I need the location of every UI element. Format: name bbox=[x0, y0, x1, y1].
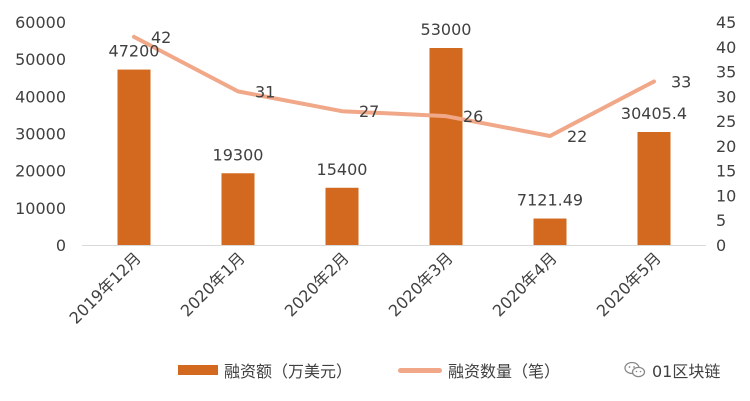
x-category-label: 2020年3月 bbox=[385, 248, 457, 320]
y-right-tick-label: 30 bbox=[716, 87, 736, 106]
y-right-tick-label: 45 bbox=[716, 13, 736, 32]
y-right-tick-label: 40 bbox=[716, 38, 736, 57]
legend-label-line: 融资数量（笔） bbox=[448, 362, 561, 381]
line-data-label: 27 bbox=[359, 102, 379, 121]
legend-label-bar: 融资额（万美元） bbox=[224, 362, 353, 381]
x-category-label: 2020年1月 bbox=[177, 248, 249, 320]
y-left-tick-label: 50000 bbox=[15, 50, 66, 69]
y-right-tick-label: 5 bbox=[716, 211, 726, 230]
bar bbox=[117, 69, 151, 245]
y-left-tick-label: 30000 bbox=[15, 125, 66, 144]
line-point bbox=[340, 109, 344, 113]
legend-swatch-line bbox=[398, 367, 442, 373]
bar-data-label: 30405.4 bbox=[621, 104, 687, 123]
wechat-icon bbox=[624, 361, 646, 378]
legend-swatch-bar bbox=[178, 365, 218, 375]
bar bbox=[221, 173, 255, 245]
y-right-tick-label: 20 bbox=[716, 137, 736, 156]
bar-data-label: 19300 bbox=[213, 145, 264, 164]
line-point bbox=[548, 134, 552, 138]
legend: 融资额（万美元） 融资数量（笔） bbox=[0, 358, 750, 386]
y-left-tick-label: 10000 bbox=[15, 199, 66, 218]
line-data-label: 42 bbox=[151, 28, 171, 47]
line-series bbox=[132, 34, 656, 138]
watermark-text: 01区块链 bbox=[652, 362, 721, 381]
bar-data-label: 53000 bbox=[421, 20, 472, 39]
x-category-label: 2020年2月 bbox=[281, 248, 353, 320]
line-data-label: 31 bbox=[255, 82, 275, 101]
y-right-tick-label: 35 bbox=[716, 63, 736, 82]
bar bbox=[637, 131, 671, 245]
bar bbox=[325, 187, 359, 245]
bar-data-label: 47200 bbox=[109, 42, 160, 61]
combo-chart: 0100002000030000400005000060000051015202… bbox=[15, 13, 736, 328]
y-right-tick-label: 0 bbox=[716, 236, 726, 255]
y-right-tick-label: 15 bbox=[716, 162, 736, 181]
y-left-tick-label: 20000 bbox=[15, 162, 66, 181]
x-category-label: 2020年5月 bbox=[593, 248, 665, 320]
line-data-label: 22 bbox=[567, 127, 587, 146]
legend-item-line: 融资数量（笔） bbox=[398, 358, 560, 382]
x-category-label: 2019年12月 bbox=[66, 248, 145, 327]
line-point bbox=[652, 79, 656, 83]
line-point bbox=[444, 114, 448, 118]
y-right-tick-label: 10 bbox=[716, 186, 736, 205]
bar bbox=[429, 48, 463, 246]
y-right-tick-label: 25 bbox=[716, 112, 736, 131]
y-left-tick-label: 0 bbox=[56, 236, 66, 255]
line-data-label: 26 bbox=[463, 107, 483, 126]
bar-data-label: 15400 bbox=[317, 160, 368, 179]
line-point bbox=[236, 89, 240, 93]
x-category-label: 2020年4月 bbox=[489, 248, 561, 320]
watermark: 01区块链 bbox=[624, 358, 720, 382]
y-left-tick-label: 40000 bbox=[15, 87, 66, 106]
legend-item-bar: 融资额（万美元） bbox=[178, 358, 352, 382]
line-point bbox=[132, 35, 136, 39]
bar bbox=[533, 218, 567, 245]
bar-data-label: 7121.49 bbox=[517, 191, 583, 210]
line-data-label: 33 bbox=[671, 72, 691, 91]
y-left-tick-label: 60000 bbox=[15, 13, 66, 32]
